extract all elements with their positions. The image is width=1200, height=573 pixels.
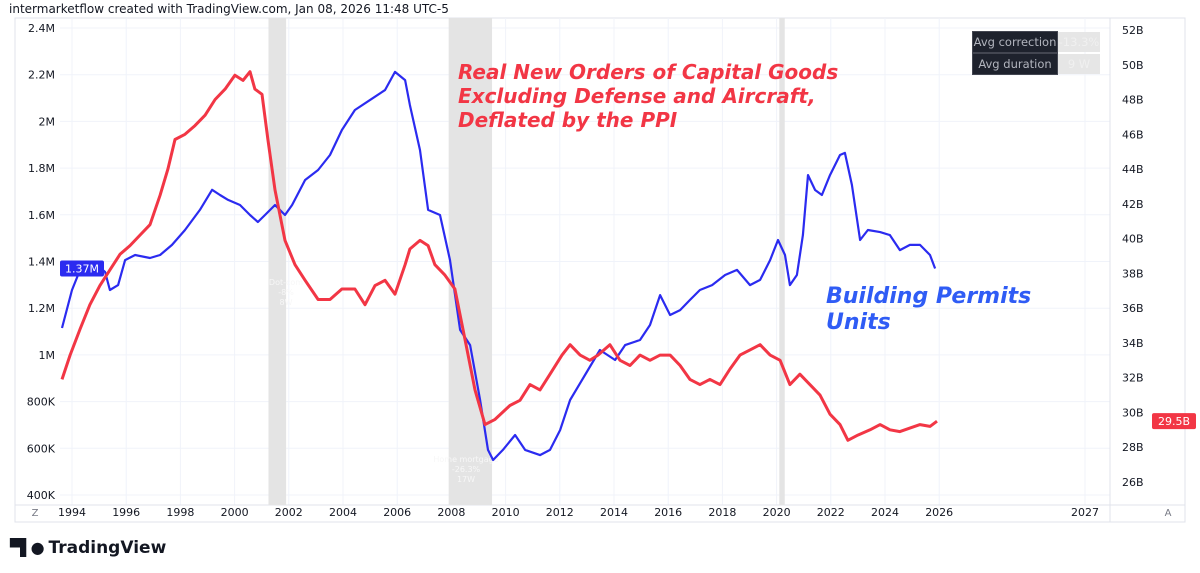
x-tick-label: 2012 — [546, 506, 574, 519]
recession-band — [268, 18, 287, 505]
tradingview-logo[interactable]: ▀▌● TradingView — [10, 538, 166, 558]
x-tick-label: 2020 — [763, 506, 791, 519]
auto-scale-toggle[interactable]: A — [1165, 508, 1172, 519]
x-tick-label: 2027 — [1071, 506, 1099, 519]
left-last-value-badge — [60, 260, 104, 277]
stat-avg-correction: Avg correction -13.3% — [972, 31, 1100, 53]
x-tick-label: 2008 — [437, 506, 465, 519]
right-axis-tick-label: 44B — [1122, 163, 1144, 176]
recession-label: Home mortgage — [433, 455, 498, 464]
log-scale-toggle[interactable]: Z — [32, 508, 39, 519]
stat-value: -13.3% — [1058, 32, 1100, 52]
left-axis-tick-label: 2.4M — [28, 22, 55, 35]
right-last-value-label: 29.5B — [1158, 415, 1190, 428]
x-tick-label: 2006 — [383, 506, 411, 519]
tv-logo-icon: ▀▌● — [10, 538, 45, 557]
left-axis-tick-label: 1.4M — [28, 256, 55, 269]
recession-label: 8W — [280, 298, 293, 307]
x-tick-label: 2024 — [871, 506, 899, 519]
x-tick-label: 1996 — [112, 506, 140, 519]
left-axis-tick-label: 600K — [27, 442, 56, 455]
right-axis-tick-label: 30B — [1122, 406, 1144, 419]
left-axis-tick-label: 1.6M — [28, 209, 55, 222]
x-tick-label: 1994 — [58, 506, 86, 519]
right-axis-tick-label: 46B — [1122, 128, 1144, 141]
right-last-value-badge — [1152, 413, 1196, 430]
left-axis-tick-label: 1.8M — [28, 162, 55, 175]
x-tick-label: 2022 — [817, 506, 845, 519]
left-axis-tick-label: 2M — [39, 115, 56, 128]
right-axis-tick-label: 48B — [1122, 94, 1144, 107]
building-permits-line — [60, 70, 937, 462]
x-tick-label: 2002 — [275, 506, 303, 519]
logo-text: TradingView — [48, 538, 167, 558]
recession-band — [779, 18, 785, 505]
left-axis-tick-label: 2.2M — [28, 69, 55, 82]
right-axis-tick-label: 34B — [1122, 337, 1144, 350]
right-axis-tick-label: 36B — [1122, 302, 1144, 315]
right-axis-tick-label: 52B — [1122, 24, 1144, 37]
blue-series-annotation: Building Permits Units — [826, 284, 1032, 335]
left-axis-tick-label: 400K — [27, 489, 56, 502]
recession-label: -8% — [278, 288, 294, 297]
recession-label: 17W — [457, 475, 475, 484]
chart-header: intermarketflow created with TradingView… — [9, 2, 449, 16]
left-axis-tick-label: 800K — [27, 396, 56, 409]
stat-label: Avg correction — [972, 31, 1058, 53]
right-axis-tick-label: 50B — [1122, 59, 1144, 72]
red-series-annotation: Real New Orders of Capital Goods Excludi… — [458, 60, 839, 132]
right-axis-tick-label: 28B — [1122, 441, 1144, 454]
left-axis-tick-label: 1M — [39, 349, 56, 362]
chart-frame — [14, 17, 1186, 523]
left-axis-tick-label: 1.2M — [28, 302, 55, 315]
stat-avg-duration: Avg duration 9 W — [972, 53, 1100, 75]
stat-value: 9 W — [1058, 54, 1100, 74]
x-tick-label: 2010 — [492, 506, 520, 519]
right-axis-tick-label: 42B — [1122, 198, 1144, 211]
left-last-value-label: 1.37M — [65, 263, 99, 276]
x-tick-label: 2004 — [329, 506, 357, 519]
x-tick-label: 2016 — [654, 506, 682, 519]
stat-label: Avg duration — [972, 53, 1058, 75]
x-tick-label: 2000 — [221, 506, 249, 519]
x-tick-label: 2026 — [925, 506, 953, 519]
right-axis-tick-label: 32B — [1122, 372, 1144, 385]
right-axis-tick-label: 26B — [1122, 476, 1144, 489]
right-axis-tick-label: 38B — [1122, 267, 1144, 280]
capital-goods-orders-line — [60, 70, 938, 442]
recession-label: Dot-com — [269, 278, 303, 287]
right-axis-tick-label: 40B — [1122, 233, 1144, 246]
recession-label: -26.3% — [452, 465, 481, 474]
x-tick-label: 1998 — [166, 506, 194, 519]
x-tick-label: 2018 — [708, 506, 736, 519]
x-tick-label: 2014 — [600, 506, 628, 519]
